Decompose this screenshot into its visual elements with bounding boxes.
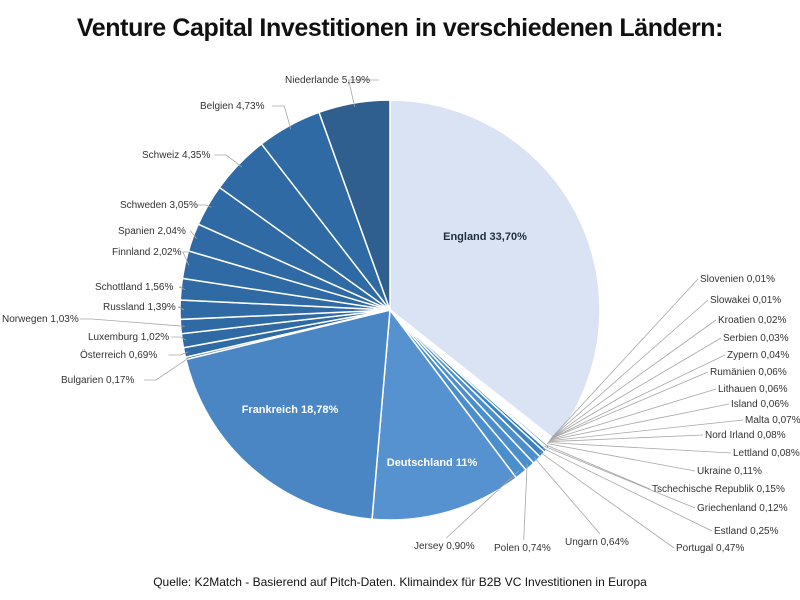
label-schweiz: Schweiz 4,35% — [142, 150, 210, 161]
leader-norwegen — [79, 318, 185, 327]
leader-niederlande — [348, 79, 379, 108]
leader-tschechische-republik — [545, 444, 651, 490]
label-spanien: Spanien 2,04% — [118, 226, 186, 237]
label-nord-irland: Nord Irland 0,08% — [705, 430, 786, 441]
leader-rumaenien — [550, 371, 709, 440]
label-niederlande: Niederlande 5,19% — [285, 75, 370, 86]
label-ungarn: Ungarn 0,64% — [565, 537, 629, 548]
leader-zypern — [550, 354, 726, 439]
leader-island — [549, 403, 730, 441]
leader-malta — [549, 419, 744, 442]
label-deutschland: Deutschland 11% — [387, 457, 478, 469]
leader-russland — [177, 306, 185, 311]
label-oesterreich: Österreich 0,69% — [80, 349, 157, 361]
label-serbien: Serbien 0,03% — [723, 333, 789, 344]
leader-luxemburg — [171, 336, 187, 341]
leader-lettland — [547, 442, 732, 454]
label-slowakei: Slowakei 0,01% — [710, 295, 781, 306]
leader-lithauen — [549, 388, 717, 440]
label-griechenland: Griechenland 0,12% — [697, 503, 788, 514]
label-tschechische-republik: Tschechische Republik 0,15% — [652, 484, 785, 495]
label-bulgarien: Bulgarien 0,17% — [61, 375, 134, 386]
leader-jersey — [446, 470, 519, 539]
leader-slowakei — [551, 299, 709, 438]
label-estland: Estland 0,25% — [714, 526, 779, 537]
label-schweden: Schweden 3,05% — [120, 200, 198, 211]
label-lettland: Lettland 0,08% — [733, 448, 800, 459]
label-slovenien: Slovenien 0,01% — [700, 274, 775, 285]
leader-oesterreich — [168, 351, 189, 356]
leader-lines — [79, 79, 744, 549]
leader-griechenland — [544, 445, 696, 509]
label-polen: Polen 0,74% — [494, 543, 551, 554]
label-frankreich: Frankreich 18,78% — [242, 404, 339, 416]
label-zypern: Zypern 0,04% — [727, 350, 789, 361]
pie-slices — [179, 99, 601, 521]
leader-bulgarien — [144, 357, 190, 381]
leader-portugal — [539, 451, 675, 549]
label-england: England 33,70% — [443, 231, 527, 243]
label-belgien: Belgien 4,73% — [200, 101, 265, 112]
label-island: Island 0,06% — [731, 399, 789, 410]
leader-estland — [542, 447, 713, 532]
leader-ukraine — [546, 443, 696, 472]
leader-belgien — [272, 105, 292, 130]
label-malta: Malta 0,07% — [745, 415, 800, 426]
leader-schweden — [197, 204, 212, 208]
leader-polen — [523, 463, 528, 541]
label-russland: Russland 1,39% — [103, 302, 176, 313]
label-portugal: Portugal 0,47% — [676, 543, 744, 554]
leader-schottland — [178, 286, 186, 290]
leader-ungarn — [533, 456, 601, 535]
leader-kroatien — [551, 319, 717, 439]
leader-serbien — [551, 337, 722, 439]
label-kroatien: Kroatien 0,02% — [718, 315, 786, 326]
slice-deutschland — [371, 307, 518, 521]
leader-schweiz — [214, 154, 243, 168]
label-jersey: Jersey 0,90% — [414, 541, 475, 552]
chart-title: Venture Capital Investitionen in verschi… — [76, 14, 724, 42]
slice-england — [389, 99, 601, 441]
leader-finnland — [182, 251, 190, 266]
chart-source: Quelle: K2Match - Basierend auf Pitch-Da… — [153, 575, 647, 589]
leader-slovenien — [551, 278, 699, 438]
slice-frankreich — [185, 309, 391, 521]
leader-nord-irland — [548, 434, 704, 443]
label-luxemburg: Luxemburg 1,02% — [88, 332, 169, 343]
leader-spanien — [190, 230, 198, 240]
label-lithauen: Lithauen 0,06% — [718, 384, 788, 395]
label-rumaenien: Rumänien 0,06% — [710, 367, 787, 378]
slice-labels: England 33,70% Deutschland 11% Frankreich … — [2, 75, 800, 554]
label-norwegen: Norwegen 1,03% — [2, 314, 79, 325]
label-finnland: Finnland 2,02% — [112, 247, 182, 258]
label-ukraine: Ukraine 0,11% — [697, 466, 762, 477]
label-schottland: Schottland 1,56% — [95, 282, 173, 293]
